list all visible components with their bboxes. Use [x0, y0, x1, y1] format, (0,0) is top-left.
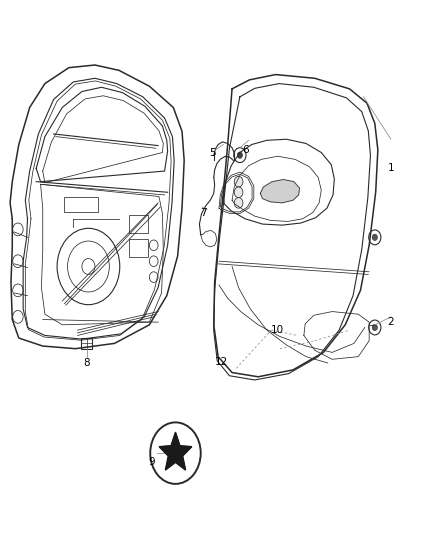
- Text: 10: 10: [271, 325, 284, 335]
- Circle shape: [150, 422, 201, 484]
- Circle shape: [369, 320, 381, 335]
- Text: 5: 5: [209, 148, 216, 158]
- Text: 8: 8: [83, 358, 89, 368]
- Text: 6: 6: [242, 145, 248, 155]
- Polygon shape: [159, 432, 192, 470]
- Text: 9: 9: [148, 457, 155, 466]
- Circle shape: [369, 230, 381, 245]
- Text: 12: 12: [215, 357, 228, 367]
- FancyBboxPatch shape: [81, 338, 92, 349]
- FancyBboxPatch shape: [64, 197, 98, 212]
- FancyBboxPatch shape: [129, 239, 148, 257]
- Text: 7: 7: [201, 208, 207, 219]
- Polygon shape: [260, 180, 300, 203]
- FancyBboxPatch shape: [129, 215, 148, 233]
- Circle shape: [234, 198, 243, 208]
- Circle shape: [372, 324, 378, 330]
- Circle shape: [234, 148, 246, 163]
- Circle shape: [372, 234, 378, 240]
- Circle shape: [234, 187, 243, 198]
- Text: 1: 1: [388, 164, 394, 173]
- Circle shape: [234, 176, 243, 187]
- Text: 2: 2: [388, 317, 394, 327]
- Circle shape: [237, 152, 243, 158]
